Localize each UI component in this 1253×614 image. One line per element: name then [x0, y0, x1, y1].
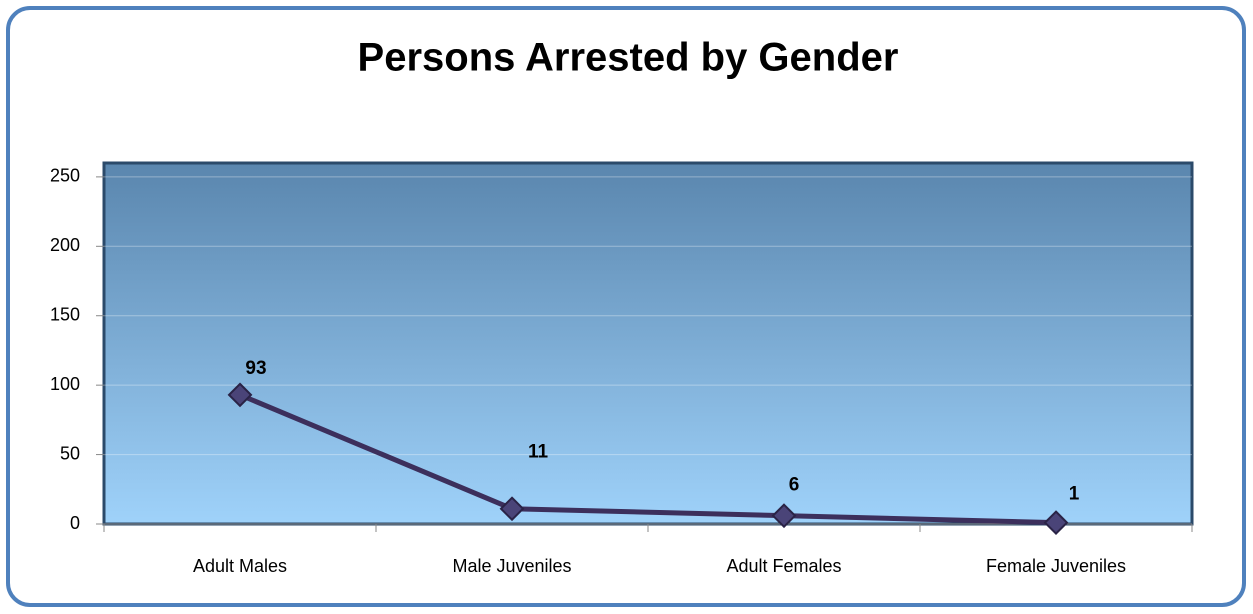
plot-area — [102, 161, 1194, 526]
data-label: 1 — [1069, 484, 1080, 505]
data-label: 6 — [789, 475, 800, 496]
y-tick-label: 250 — [50, 166, 80, 186]
y-tick-label: 200 — [50, 235, 80, 255]
y-tick-label: 50 — [60, 443, 80, 463]
y-tick-label: 100 — [50, 374, 80, 394]
data-point — [227, 382, 253, 408]
chart-title: Persons Arrested by Gender — [358, 36, 899, 80]
data-label: 93 — [245, 358, 266, 379]
y-tick-label: 150 — [50, 304, 80, 324]
data-point — [771, 503, 797, 529]
data-label: 11 — [528, 442, 549, 463]
x-tick-label: Male Juveniles — [452, 556, 571, 576]
data-point — [1043, 510, 1069, 536]
data-line — [239, 392, 1057, 526]
x-tick-label: Female Juveniles — [986, 556, 1126, 576]
data-point — [499, 496, 525, 522]
x-tick-label: Adult Females — [726, 556, 841, 576]
x-tick-label: Adult Males — [193, 556, 287, 576]
y-tick-label: 0 — [70, 513, 80, 533]
